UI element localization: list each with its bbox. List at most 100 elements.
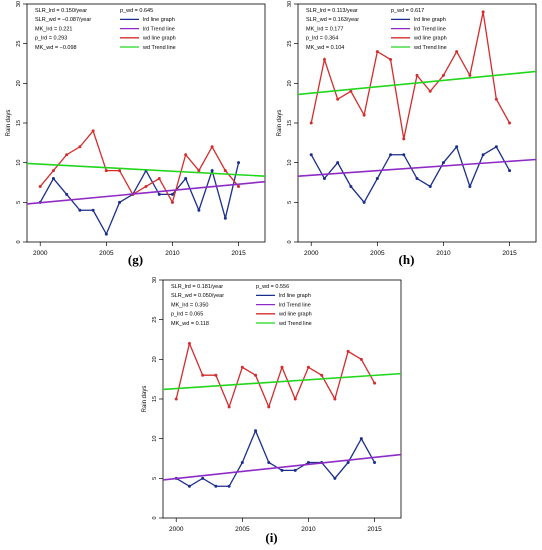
x-tick-label: 2000 [33, 250, 48, 257]
data-point [322, 58, 326, 62]
data-point [402, 137, 406, 141]
y-tick-label: 0 [152, 516, 158, 519]
series-line [175, 429, 376, 488]
x-tick-label: 2005 [99, 250, 114, 257]
panel-label-g: (g) [127, 252, 144, 267]
legend-label: lrd line graph [143, 17, 175, 23]
data-point [441, 73, 445, 77]
y-tick-label: 5 [287, 201, 293, 204]
stat-text: SLR_lrd = 0.113/year [306, 8, 358, 14]
data-point [280, 468, 284, 472]
panel-label-h: (h) [398, 252, 415, 267]
chart-svg-i: 2000 2005 2010 2015 0 5 10 15 20 25 30 Rain days SLR… [142, 277, 402, 533]
data-point [441, 161, 445, 165]
stat-text: SLR_lrd = 0.181/year [171, 284, 223, 290]
stat-text: MK_lrd = 0.177 [306, 26, 343, 32]
y-tick-label: 5 [16, 201, 22, 204]
stat-text: p_wd = 0.645 [120, 8, 153, 14]
trend-line [26, 180, 266, 205]
data-point [210, 169, 214, 173]
data-point [402, 153, 406, 157]
trend-line [297, 158, 537, 177]
data-point [170, 192, 174, 196]
x-tick-label: 2015 [502, 250, 517, 257]
series-line [310, 11, 511, 139]
data-point [346, 349, 350, 353]
y-axis-label: Rain days [142, 386, 148, 413]
data-point [468, 184, 472, 188]
y-tick-label: 15 [287, 120, 293, 126]
data-point [375, 50, 379, 54]
x-tick-label: 2010 [165, 250, 180, 257]
legend-label: wd Trend line [278, 321, 312, 327]
y-tick-label: 0 [287, 240, 293, 243]
legend-label: wd Trend line [413, 45, 447, 51]
data-point [333, 397, 337, 401]
data-point [481, 10, 485, 14]
data-point [415, 73, 419, 77]
data-point [174, 397, 178, 401]
stat-text: SLR_wd = 0.050/year [171, 293, 224, 299]
data-point [157, 177, 161, 181]
y-tick-label: 0 [16, 240, 22, 243]
data-point [333, 476, 337, 480]
y-tick-label: 20 [152, 356, 158, 362]
data-point [306, 460, 310, 464]
data-point [184, 153, 188, 157]
x-tick-label: 2000 [304, 250, 319, 257]
data-point [157, 192, 161, 196]
stat-text: p_lrd = 0.065 [171, 312, 203, 318]
data-point [197, 208, 201, 212]
data-point [336, 161, 340, 165]
data-point [309, 153, 313, 157]
data-point [293, 397, 297, 401]
data-point [389, 153, 393, 157]
chart-panel-i: 2000 2005 2010 2015 0 5 10 15 20 25 30 Rain days SLR… [136, 276, 407, 550]
data-point [201, 476, 205, 480]
data-point [240, 460, 244, 464]
legend-label: wd line graph [413, 36, 447, 42]
stat-text: MK_lrd = 0.221 [35, 26, 72, 32]
y-tick-label: 30 [16, 1, 22, 7]
data-point [118, 169, 122, 173]
chart-svg-h: 2000 2005 2010 2015 0 5 10 15 20 25 30 Rain days SLR… [277, 1, 537, 257]
y-tick-label: 20 [287, 80, 293, 86]
trend-line [162, 372, 402, 391]
data-point [223, 169, 227, 173]
trend-line [162, 453, 402, 481]
data-point [280, 365, 284, 369]
trend-line [26, 162, 266, 177]
data-point [201, 373, 205, 377]
stat-text: p_wd = 0.556 [256, 284, 289, 290]
y-tick-label: 20 [16, 80, 22, 86]
chart-svg-g: 2000 2005 2010 2015 0 5 10 15 20 25 30 Rain days SLR… [6, 1, 266, 257]
data-point [362, 200, 366, 204]
data-point [65, 192, 69, 196]
panel-label-i: (i) [265, 530, 278, 545]
chart-panel-h: 2000 2005 2010 2015 0 5 10 15 20 25 30 Rain days SLR… [271, 0, 542, 275]
stat-text: p_lrd = 0.293 [35, 36, 67, 42]
data-point [359, 437, 363, 441]
data-point [336, 97, 340, 101]
series-line [39, 162, 240, 236]
data-point [375, 177, 379, 181]
data-point [254, 373, 258, 377]
stat-text: SLR_lrd = 0.150/year [35, 8, 87, 14]
y-tick-label: 10 [287, 160, 293, 166]
data-point [51, 177, 55, 181]
stat-text: SLR_wd = 0.163/year [306, 17, 359, 23]
data-point [359, 357, 363, 361]
series-line [39, 129, 240, 205]
data-point [494, 145, 498, 149]
data-point [455, 50, 459, 54]
data-point [254, 429, 258, 433]
data-point [349, 184, 353, 188]
stat-text: p_wd = 0.617 [391, 8, 424, 14]
legend-label: lrd line graph [279, 293, 311, 299]
legend-label: lrd Trend line [414, 26, 446, 32]
x-tick-label: 2005 [370, 250, 385, 257]
x-tick-label: 2000 [169, 526, 184, 533]
data-point [51, 169, 55, 173]
data-point [237, 184, 241, 188]
y-tick-label: 5 [152, 477, 158, 480]
